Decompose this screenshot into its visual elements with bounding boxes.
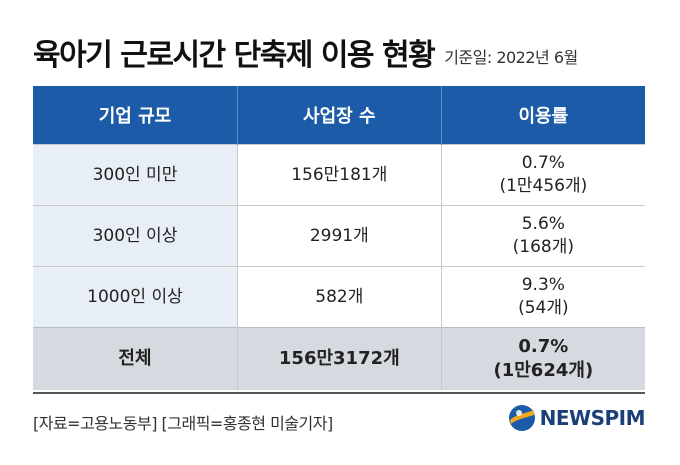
usage-rate-percent: 9.3% [521, 275, 565, 296]
cell-usage-rate: 9.3% (54개) [440, 266, 645, 328]
usage-rate-percent: 5.6% [521, 214, 565, 235]
cell-usage-rate: 5.6% (168개) [440, 205, 645, 267]
total-rate-count: (1만624개) [493, 360, 594, 381]
title-row: 육아기 근로시간 단축제 이용 현황 기준일: 2022년 6월 [33, 14, 650, 74]
cell-company-size: 300인 미만 [33, 144, 238, 206]
cell-total-rate: 0.7% (1만624개) [440, 327, 645, 390]
cell-company-size: 300인 이상 [33, 205, 238, 267]
usage-rate-count: (54개) [518, 298, 569, 318]
total-rate-percent: 0.7% [518, 335, 569, 357]
newspim-globe-icon [508, 405, 535, 431]
bottom-divider [33, 392, 645, 394]
source-credit: [자료=고용노동부] [그래픽=홍종현 미술기자] [33, 414, 333, 433]
cell-workplace-count: 582개 [236, 266, 442, 328]
table-row: 300인 이상 2991개 5.6% (168개) [33, 205, 645, 267]
cell-usage-rate: 0.7% (1만456개) [440, 144, 645, 206]
logo-text: NEWSPIM [539, 406, 646, 430]
cell-total-workplaces: 156만3172개 [236, 327, 442, 390]
column-header-workplaces: 사업장 수 [236, 86, 442, 145]
table-header-row: 기업 규모 사업장 수 이용률 [33, 86, 645, 145]
usage-rate-count: (1만456개) [499, 176, 588, 196]
cell-workplace-count: 2991개 [236, 205, 442, 267]
newspim-logo: NEWSPIM [508, 404, 646, 432]
column-header-rate: 이용률 [440, 86, 645, 145]
cell-workplace-count: 156만181개 [236, 144, 442, 206]
usage-table: 기업 규모 사업장 수 이용률 300인 미만 156만181개 0.7% (1… [33, 86, 645, 390]
cell-company-size: 1000인 이상 [33, 266, 238, 328]
table-total-row: 전체 156만3172개 0.7% (1만624개) [33, 327, 645, 390]
table-row: 300인 미만 156만181개 0.7% (1만456개) [33, 144, 645, 206]
usage-rate-percent: 0.7% [521, 153, 565, 174]
column-header-size: 기업 규모 [33, 86, 238, 145]
cell-total-label: 전체 [33, 327, 238, 390]
basis-date: 기준일: 2022년 6월 [444, 48, 578, 67]
table-row: 1000인 이상 582개 9.3% (54개) [33, 266, 645, 328]
usage-rate-count: (168개) [512, 237, 575, 257]
page-title: 육아기 근로시간 단축제 이용 현황 [33, 38, 436, 73]
